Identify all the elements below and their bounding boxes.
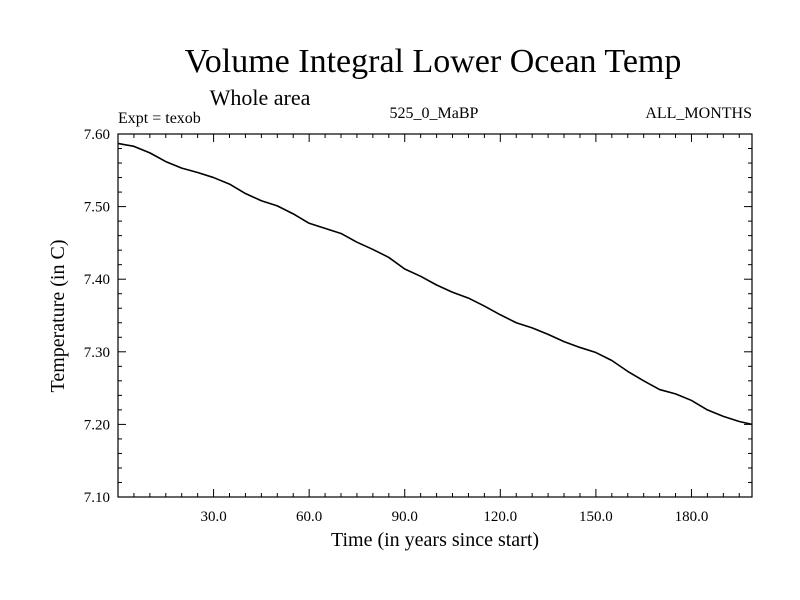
y-tick-label: 7.50 (84, 200, 110, 216)
months-label: ALL_MONTHS (645, 105, 752, 122)
y-tick-label: 7.30 (84, 345, 110, 361)
experiment-label: Expt = texob (118, 110, 201, 127)
y-tick-label: 7.40 (84, 272, 110, 288)
plot-frame (117, 133, 753, 498)
x-axis: 30.0 60.0 90.0 120.0 150.0 180.0 (133, 134, 740, 525)
period-label: 525_0_MaBP (390, 105, 479, 122)
x-axis-label: Time (in years since start) (331, 529, 539, 551)
x-tick-label: 150.0 (579, 509, 613, 525)
y-axis-label: Temperature (in C) (47, 240, 69, 393)
chart-subtitle: Whole area (210, 85, 311, 110)
y-tick-label: 7.60 (84, 127, 110, 143)
x-tick-label: 180.0 (675, 509, 709, 525)
chart-title: Volume Integral Lower Ocean Temp (185, 43, 682, 80)
y-axis: 7.10 7.20 7.30 7.40 7.50 7.60 (84, 127, 752, 506)
series-line-texob (117, 142, 753, 426)
x-tick-label: 90.0 (392, 509, 418, 525)
y-tick-label: 7.20 (84, 417, 110, 433)
x-tick-label: 60.0 (296, 509, 322, 525)
y-tick-label: 7.10 (84, 490, 110, 506)
x-tick-label: 120.0 (483, 509, 517, 525)
x-tick-label: 30.0 (200, 509, 226, 525)
